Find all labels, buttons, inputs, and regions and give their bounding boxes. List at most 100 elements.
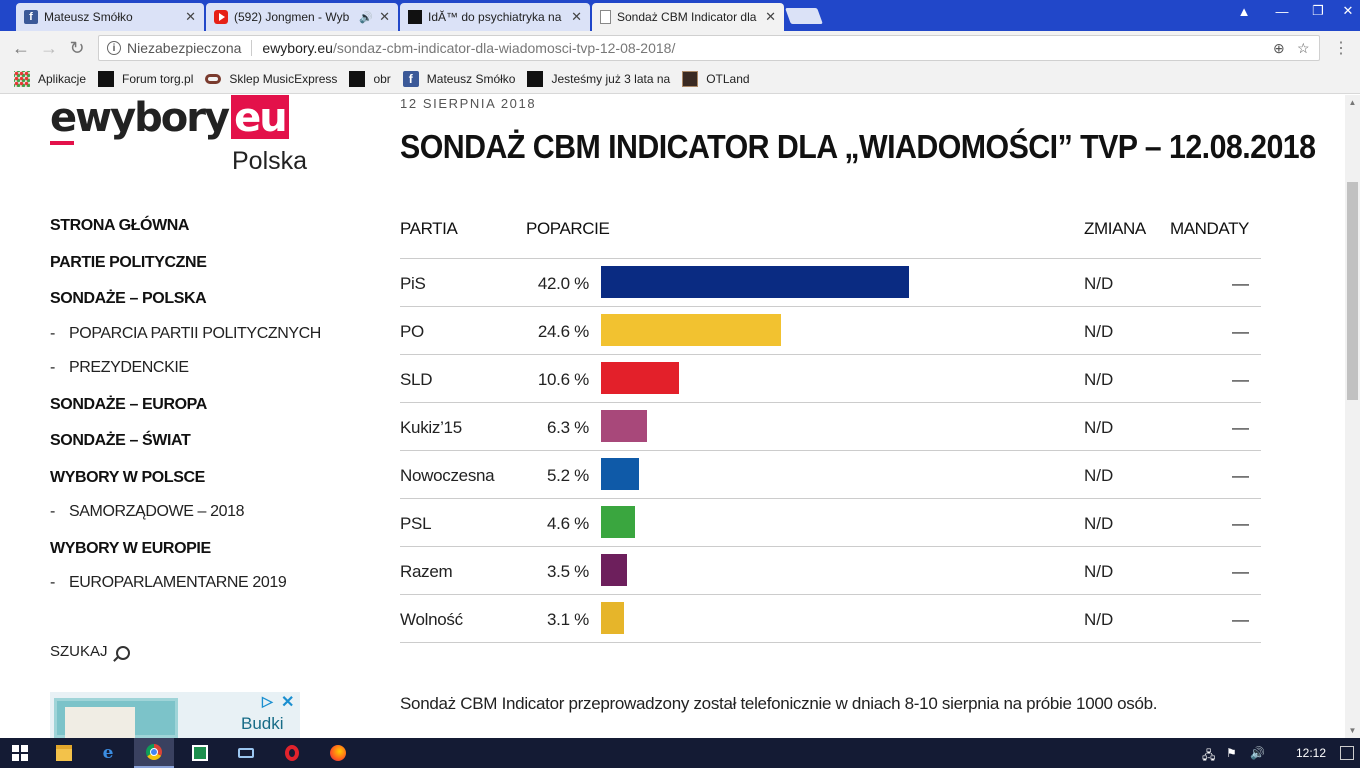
advert-text[interactable]: Budki xyxy=(241,714,284,733)
bookmark-musicexpress[interactable]: Sklep MusicExpress xyxy=(205,72,337,86)
minimize-button[interactable]: — xyxy=(1275,3,1289,19)
ad-choices-icon[interactable]: ▷ xyxy=(262,693,273,709)
tab-title: Sondaż CBM Indicator dla xyxy=(617,10,757,24)
tab-ewybory[interactable]: Sondaż CBM Indicator dla ✕ xyxy=(592,3,784,31)
forward-arrow-icon[interactable]: → xyxy=(40,37,58,58)
reload-icon[interactable]: ↻ xyxy=(69,37,85,58)
nav-item-label: EUROPARLAMENTARNE 2019 xyxy=(69,574,287,591)
nav-item[interactable]: WYBORY W EUROPIE xyxy=(50,540,211,558)
header-divider xyxy=(400,258,1261,259)
scroll-down-icon[interactable]: ▼ xyxy=(1348,726,1357,735)
menu-dots-icon[interactable]: ⋮ xyxy=(1333,40,1349,57)
excel-icon[interactable] xyxy=(180,738,220,768)
table-row: PiS 42.0 % N/D — xyxy=(400,259,1261,307)
support-bar xyxy=(601,266,909,298)
search[interactable]: SZUKAJ xyxy=(50,642,130,660)
nav-item[interactable]: - SAMORZĄDOWE – 2018 xyxy=(50,503,244,521)
search-icon[interactable] xyxy=(115,646,130,660)
close-icon[interactable]: ✕ xyxy=(765,9,776,24)
bookmarks-bar: Aplikacje Forum torg.pl Sklep MusicExpre… xyxy=(0,64,1360,94)
nav-dash: - xyxy=(50,503,55,520)
nav-item[interactable]: PARTIE POLITYCZNE xyxy=(50,254,207,272)
bookmark-forum-torg[interactable]: Forum torg.pl xyxy=(98,70,193,87)
scrollbar-thumb[interactable] xyxy=(1347,182,1358,400)
bookmark-obr[interactable]: obr xyxy=(349,70,391,87)
column-header-seats: MANDATY xyxy=(1169,219,1249,238)
bookmark-otland[interactable]: OTLand xyxy=(682,70,750,87)
support-bar xyxy=(601,554,627,586)
column-header-support: POPARCIE xyxy=(526,219,610,238)
maximize-button[interactable]: ❐ xyxy=(1312,3,1324,18)
support-bar xyxy=(601,410,647,442)
tab-title: IdĂ™ do psychiatryka na xyxy=(428,10,562,24)
clock[interactable]: 12:12 xyxy=(1296,746,1327,760)
close-icon[interactable]: ✕ xyxy=(281,694,295,711)
chrome-icon[interactable] xyxy=(134,738,174,768)
close-icon[interactable]: ✕ xyxy=(379,9,390,24)
table-row: Kukiz’15 6.3 % N/D — xyxy=(400,403,1261,451)
flag-icon[interactable]: ⚑ xyxy=(1226,746,1237,760)
change-value: N/D xyxy=(1084,514,1114,533)
nav-item[interactable]: - POPARCIA PARTII POLITYCZNYCH xyxy=(50,325,321,343)
notifications-icon[interactable] xyxy=(1340,746,1354,760)
keyboard-icon[interactable] xyxy=(226,738,266,768)
firefox-icon[interactable] xyxy=(318,738,358,768)
nav-item[interactable]: SONDAŻE – ŚWIAT xyxy=(50,432,191,450)
nav-item-label: WYBORY W POLSCE xyxy=(50,469,205,486)
opera-icon[interactable] xyxy=(272,738,312,768)
table-row: PO 24.6 % N/D — xyxy=(400,307,1261,355)
advert-banner[interactable]: ▷ ✕ Budki xyxy=(50,692,300,738)
nav-item[interactable]: WYBORY W POLSCE xyxy=(50,469,205,487)
seats-value: — xyxy=(1232,322,1249,341)
address-bar[interactable]: i Niezabezpieczona ewybory.eu /sondaz-cb… xyxy=(98,35,1320,61)
seats-value: — xyxy=(1232,514,1249,533)
new-tab-button[interactable] xyxy=(785,8,823,24)
tab-youtube[interactable]: (592) Jongmen - Wyb 🔊 ✕ xyxy=(206,3,398,31)
zoom-icon[interactable]: ⊕ xyxy=(1273,40,1285,56)
start-icon[interactable] xyxy=(0,738,40,768)
volume-icon[interactable]: 🔊 xyxy=(1250,746,1265,760)
bookmark-torg-3-lata[interactable]: Jesteśmy już 3 lata na xyxy=(527,70,670,87)
network-icon[interactable]: 🖧 xyxy=(1202,748,1216,762)
advert-image[interactable] xyxy=(54,698,178,738)
nav-item[interactable]: SONDAŻE – POLSKA xyxy=(50,290,207,308)
profile-icon[interactable]: ▲ xyxy=(1237,3,1251,19)
bookmark-facebook[interactable]: f Mateusz Smółko xyxy=(402,70,515,87)
edge-icon[interactable]: e xyxy=(88,738,128,768)
nav-item[interactable]: STRONA GŁÓWNA xyxy=(50,217,189,235)
table-row: Wolność 3.1 % N/D — xyxy=(400,595,1261,643)
logo-subtitle: Polska xyxy=(232,147,308,175)
chrome-logo-icon xyxy=(146,744,162,760)
site-logo[interactable]: ewybory eu Polska xyxy=(50,95,307,175)
search-label[interactable]: SZUKAJ xyxy=(50,642,108,660)
torg-icon xyxy=(527,70,544,87)
speaker-icon[interactable]: 🔊 xyxy=(359,11,374,24)
tab-facebook[interactable]: f Mateusz Smółko ✕ xyxy=(16,3,204,31)
close-icon[interactable]: ✕ xyxy=(571,9,582,24)
logo-accent xyxy=(50,141,74,145)
nav-item[interactable]: SONDAŻE – EUROPA xyxy=(50,396,207,414)
close-icon[interactable]: ✕ xyxy=(185,9,196,24)
url-host[interactable]: ewybory.eu xyxy=(262,40,333,56)
scroll-up-icon[interactable]: ▲ xyxy=(1348,98,1357,107)
close-window-button[interactable]: ✕ xyxy=(1342,3,1354,18)
nav-item[interactable]: - EUROPARLAMENTARNE 2019 xyxy=(50,574,287,592)
party-name: Kukiz’15 xyxy=(400,418,462,437)
change-value: N/D xyxy=(1084,418,1114,437)
bookmark-apps[interactable]: Aplikacje xyxy=(14,70,86,87)
nav-item-label: SONDAŻE – POLSKA xyxy=(50,290,207,307)
windows-logo-icon xyxy=(12,745,28,761)
tab-torg[interactable]: IdĂ™ do psychiatryka na ✕ xyxy=(400,3,590,31)
facebook-icon: f xyxy=(402,70,419,87)
torg-icon xyxy=(408,10,422,24)
nav-item[interactable]: - PREZYDENCKIE xyxy=(50,359,189,377)
star-icon[interactable]: ☆ xyxy=(1297,40,1310,56)
security-label[interactable]: Niezabezpieczona xyxy=(127,40,242,56)
support-bar xyxy=(601,458,639,490)
back-arrow-icon[interactable]: ← xyxy=(12,37,30,58)
file-explorer-icon[interactable] xyxy=(44,738,84,768)
page-scrollbar[interactable]: ▲ ▼ xyxy=(1345,95,1360,738)
info-icon[interactable]: i xyxy=(107,41,121,55)
url-path[interactable]: /sondaz-cbm-indicator-dla-wiadomosci-tvp… xyxy=(332,40,676,56)
nav-item-label: SONDAŻE – ŚWIAT xyxy=(50,432,191,449)
